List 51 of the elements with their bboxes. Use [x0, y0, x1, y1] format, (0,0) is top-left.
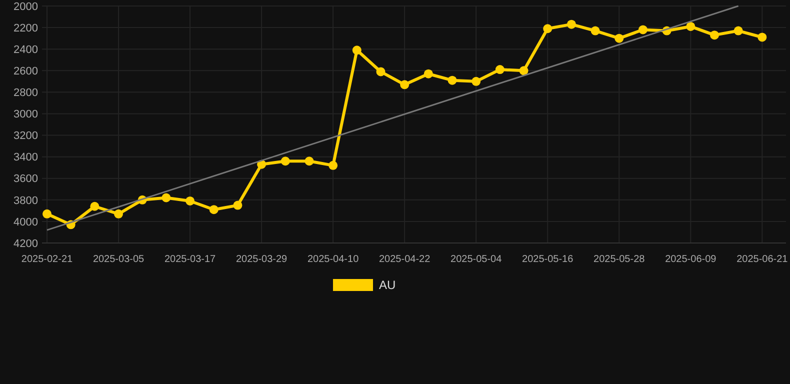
point: [448, 76, 457, 85]
y-tick-label: 2400: [14, 44, 38, 56]
x-tick-label: 2025-06-09: [665, 254, 717, 265]
point: [566, 20, 576, 29]
point: [280, 156, 290, 166]
point: [758, 32, 767, 42]
x-tick-label: 2025-03-05: [92, 254, 145, 265]
x-tick-label: 2025-04-22: [379, 254, 431, 265]
point: [376, 67, 386, 76]
y-tick-label: 3200: [14, 130, 38, 142]
y-tick-label: 2800: [14, 87, 38, 100]
point: [114, 209, 124, 218]
point: [734, 26, 743, 36]
point: [233, 200, 242, 210]
y-tick-label: 3000: [14, 108, 38, 121]
y-tick-label: 3400: [14, 152, 38, 164]
legend-label: AU: [379, 278, 396, 292]
point: [42, 209, 52, 218]
point: [162, 193, 171, 202]
point: [352, 46, 362, 55]
x-tick-label: 2025-05-04: [450, 254, 502, 265]
point: [519, 66, 528, 76]
point: [424, 69, 433, 78]
point: [638, 25, 648, 34]
x-tick-label: 2025-04-10: [307, 254, 360, 265]
point: [614, 34, 624, 43]
y-tick-label: 4200: [14, 238, 38, 250]
point: [209, 205, 218, 214]
point: [90, 202, 100, 211]
y-tick-label: 3600: [14, 173, 38, 186]
y-tick-label: 2200: [14, 22, 38, 34]
point: [400, 80, 410, 90]
point: [186, 196, 195, 206]
point: [495, 65, 504, 74]
y-tick-label: 2600: [14, 65, 38, 78]
point: [304, 156, 314, 166]
point: [686, 22, 696, 31]
point: [710, 30, 719, 40]
point: [472, 76, 481, 86]
x-tick-label: 2025-03-29: [236, 254, 288, 265]
y-tick-label: 2000: [14, 0, 38, 13]
x-tick-label: 2025-02-21: [21, 254, 74, 265]
point: [543, 24, 552, 34]
x-tick-label: 2025-06-21: [736, 254, 788, 265]
y-tick-label: 4000: [14, 216, 38, 228]
x-tick-label: 2025-05-16: [522, 254, 574, 265]
x-tick-label: 2025-05-28: [594, 254, 646, 265]
x-tick-label: 2025-03-17: [164, 254, 216, 265]
y-tick-label: 3800: [14, 194, 38, 207]
point: [328, 160, 338, 170]
point: [590, 26, 600, 36]
